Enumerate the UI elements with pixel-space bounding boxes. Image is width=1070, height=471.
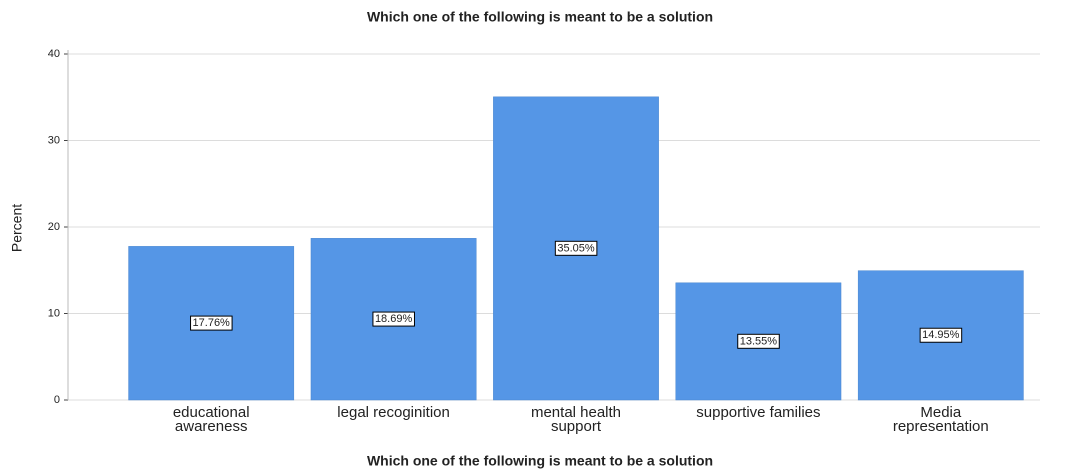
y-tick-label: 0 (54, 394, 60, 406)
x-tick-label: Media representation (892, 404, 989, 435)
x-tick-label: mental health support (530, 404, 622, 435)
value-label: 14.95% (922, 329, 960, 341)
value-label-box (919, 327, 963, 343)
value-label: 13.55% (740, 335, 778, 347)
y-tick-label: 10 (48, 307, 60, 319)
x-tick-label: supportive families (696, 404, 821, 421)
y-tick-label: 30 (48, 134, 60, 146)
chart-title: Which one of the following is meant to b… (367, 9, 713, 25)
value-label: 18.69% (375, 313, 413, 325)
value-label-box (190, 315, 233, 331)
value-label-box (737, 333, 780, 349)
x-tick-label: educational awareness (172, 404, 250, 435)
y-axis-title: Percent (9, 204, 25, 252)
x-tick-label: legal recoginition (337, 404, 450, 421)
value-label-box (372, 311, 415, 327)
y-tick-label: 20 (48, 221, 60, 233)
y-tick-label: 40 (48, 48, 60, 60)
x-axis-title: Which one of the following is meant to b… (367, 453, 713, 469)
value-label-box (554, 240, 598, 256)
value-label: 35.05% (557, 242, 595, 254)
value-label: 17.76% (193, 317, 231, 329)
